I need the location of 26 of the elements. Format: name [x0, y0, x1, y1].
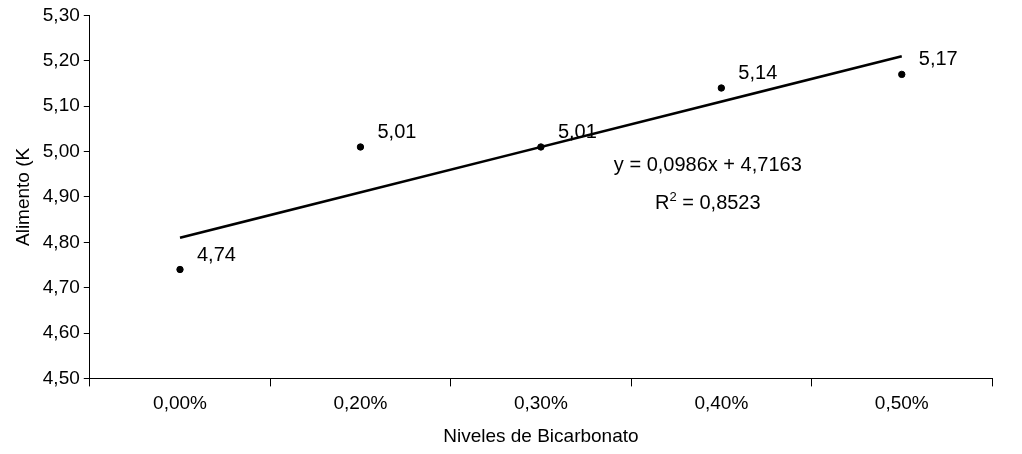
data-label: 5,14	[738, 61, 778, 83]
x-tick-label: 0,50%	[874, 392, 929, 414]
point	[176, 265, 184, 274]
y-axis-title: Alimento (K	[11, 147, 33, 246]
x-tick-label: 0,40%	[694, 392, 749, 414]
x-tick-label: 0,20%	[333, 392, 388, 414]
data-label: 5,17	[918, 47, 958, 70]
point	[356, 143, 365, 151]
point	[717, 84, 726, 92]
y-tick-label: 4,60	[42, 321, 80, 343]
x-tick-label: 0,30%	[513, 392, 568, 414]
y-tick-label: 5,20	[42, 49, 80, 71]
y-tick-label: 5,00	[42, 139, 80, 161]
y-tick-label: 4,80	[42, 230, 80, 252]
point	[537, 143, 545, 151]
y-tick-label: 4,50	[42, 366, 80, 388]
data-label: 5,01	[377, 119, 417, 142]
y-tick-label: 4,70	[42, 275, 80, 297]
y-tick-label: 5,30	[42, 3, 80, 25]
data-label: 4,74	[197, 242, 236, 265]
point	[898, 70, 906, 79]
y-tick-label: 4,90	[42, 185, 80, 207]
annotation: y = 0,0986x + 4,7163	[613, 153, 802, 176]
x-axis-title: Niveles de Bicarbonato	[443, 424, 639, 446]
x-tick-label: 0,00%	[153, 392, 208, 414]
y-tick-label: 5,10	[42, 94, 80, 116]
